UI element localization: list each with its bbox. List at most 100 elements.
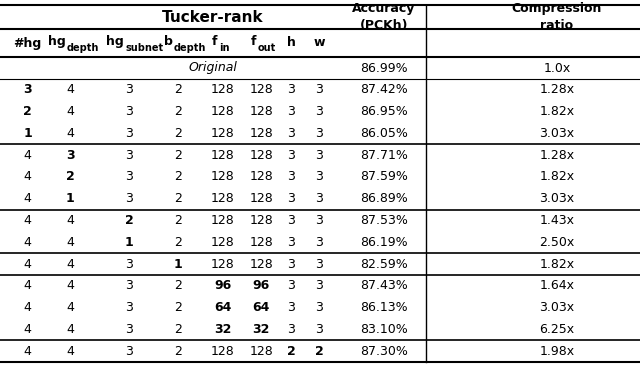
Text: 128: 128 xyxy=(211,171,235,183)
Text: 2: 2 xyxy=(174,127,182,140)
Text: 3: 3 xyxy=(316,279,323,292)
Text: 86.13%: 86.13% xyxy=(360,301,408,314)
Text: 128: 128 xyxy=(249,345,273,358)
Text: 1: 1 xyxy=(173,258,182,270)
Text: 3.03x: 3.03x xyxy=(540,127,574,140)
Text: 1.28x: 1.28x xyxy=(540,83,574,96)
Text: 2: 2 xyxy=(174,323,182,336)
Text: 86.05%: 86.05% xyxy=(360,127,408,140)
Text: 4: 4 xyxy=(24,171,31,183)
Text: 128: 128 xyxy=(211,345,235,358)
Text: 3: 3 xyxy=(125,345,133,358)
Text: 128: 128 xyxy=(211,214,235,227)
Text: 4: 4 xyxy=(67,105,74,118)
Text: 87.30%: 87.30% xyxy=(360,345,408,358)
Text: 128: 128 xyxy=(249,105,273,118)
Text: 128: 128 xyxy=(211,149,235,162)
Text: 2: 2 xyxy=(174,171,182,183)
Text: 3: 3 xyxy=(287,301,295,314)
Text: 87.42%: 87.42% xyxy=(360,83,408,96)
Text: 128: 128 xyxy=(211,258,235,270)
Text: 3: 3 xyxy=(316,236,323,249)
Text: f: f xyxy=(250,35,256,48)
Text: 3: 3 xyxy=(125,105,133,118)
Text: 3: 3 xyxy=(287,258,295,270)
Text: 1.64x: 1.64x xyxy=(540,279,574,292)
Text: 87.59%: 87.59% xyxy=(360,171,408,183)
Text: depth: depth xyxy=(174,43,207,53)
Text: 3: 3 xyxy=(316,323,323,336)
Text: 3: 3 xyxy=(125,127,133,140)
Text: 4: 4 xyxy=(24,301,31,314)
Text: 3: 3 xyxy=(287,279,295,292)
Text: 32: 32 xyxy=(214,323,232,336)
Text: 3: 3 xyxy=(287,171,295,183)
Text: 86.99%: 86.99% xyxy=(360,61,408,75)
Text: 4: 4 xyxy=(67,323,74,336)
Text: 2: 2 xyxy=(174,192,182,205)
Text: Compression: Compression xyxy=(511,3,602,15)
Text: 128: 128 xyxy=(249,258,273,270)
Text: 1: 1 xyxy=(66,192,75,205)
Text: 3: 3 xyxy=(287,149,295,162)
Text: 128: 128 xyxy=(249,171,273,183)
Text: 3: 3 xyxy=(66,149,75,162)
Text: 128: 128 xyxy=(249,127,273,140)
Text: 128: 128 xyxy=(211,192,235,205)
Text: 3: 3 xyxy=(125,171,133,183)
Text: Tucker-rank: Tucker-rank xyxy=(162,10,263,25)
Text: Original: Original xyxy=(188,61,237,75)
Text: 4: 4 xyxy=(67,301,74,314)
Text: 64: 64 xyxy=(252,301,270,314)
Text: 4: 4 xyxy=(24,192,31,205)
Text: 1.98x: 1.98x xyxy=(540,345,574,358)
Text: subnet: subnet xyxy=(125,43,164,53)
Text: 3: 3 xyxy=(125,279,133,292)
Text: 3: 3 xyxy=(23,83,32,96)
Text: 3: 3 xyxy=(125,83,133,96)
Text: 2: 2 xyxy=(174,214,182,227)
Text: 128: 128 xyxy=(211,105,235,118)
Text: 2.50x: 2.50x xyxy=(539,236,575,249)
Text: 4: 4 xyxy=(24,149,31,162)
Text: 4: 4 xyxy=(24,258,31,270)
Text: hg: hg xyxy=(106,35,124,48)
Text: Accuracy: Accuracy xyxy=(352,3,416,15)
Text: 4: 4 xyxy=(67,279,74,292)
Text: w: w xyxy=(314,37,325,49)
Text: 2: 2 xyxy=(174,345,182,358)
Text: 4: 4 xyxy=(24,345,31,358)
Text: 2: 2 xyxy=(174,279,182,292)
Text: 83.10%: 83.10% xyxy=(360,323,408,336)
Text: 6.25x: 6.25x xyxy=(540,323,574,336)
Text: 2: 2 xyxy=(23,105,32,118)
Text: 3: 3 xyxy=(316,258,323,270)
Text: 4: 4 xyxy=(24,323,31,336)
Text: b: b xyxy=(164,35,173,48)
Text: 64: 64 xyxy=(214,301,232,314)
Text: 3: 3 xyxy=(316,105,323,118)
Text: #hg: #hg xyxy=(13,37,42,49)
Text: h: h xyxy=(287,37,296,49)
Text: 4: 4 xyxy=(67,83,74,96)
Text: 32: 32 xyxy=(252,323,270,336)
Text: 87.43%: 87.43% xyxy=(360,279,408,292)
Text: 3: 3 xyxy=(287,236,295,249)
Text: 128: 128 xyxy=(249,149,273,162)
Text: 3: 3 xyxy=(125,192,133,205)
Text: 3: 3 xyxy=(125,301,133,314)
Text: 3: 3 xyxy=(287,127,295,140)
Text: 3: 3 xyxy=(287,105,295,118)
Text: 3: 3 xyxy=(316,192,323,205)
Text: 1.82x: 1.82x xyxy=(540,105,574,118)
Text: (PCKh): (PCKh) xyxy=(360,19,408,31)
Text: 3.03x: 3.03x xyxy=(540,301,574,314)
Text: 3: 3 xyxy=(125,323,133,336)
Text: 2: 2 xyxy=(174,105,182,118)
Text: 3: 3 xyxy=(125,258,133,270)
Text: 2: 2 xyxy=(125,214,134,227)
Text: 1.82x: 1.82x xyxy=(540,258,574,270)
Text: 4: 4 xyxy=(67,236,74,249)
Text: hg: hg xyxy=(47,35,65,48)
Text: 4: 4 xyxy=(67,258,74,270)
